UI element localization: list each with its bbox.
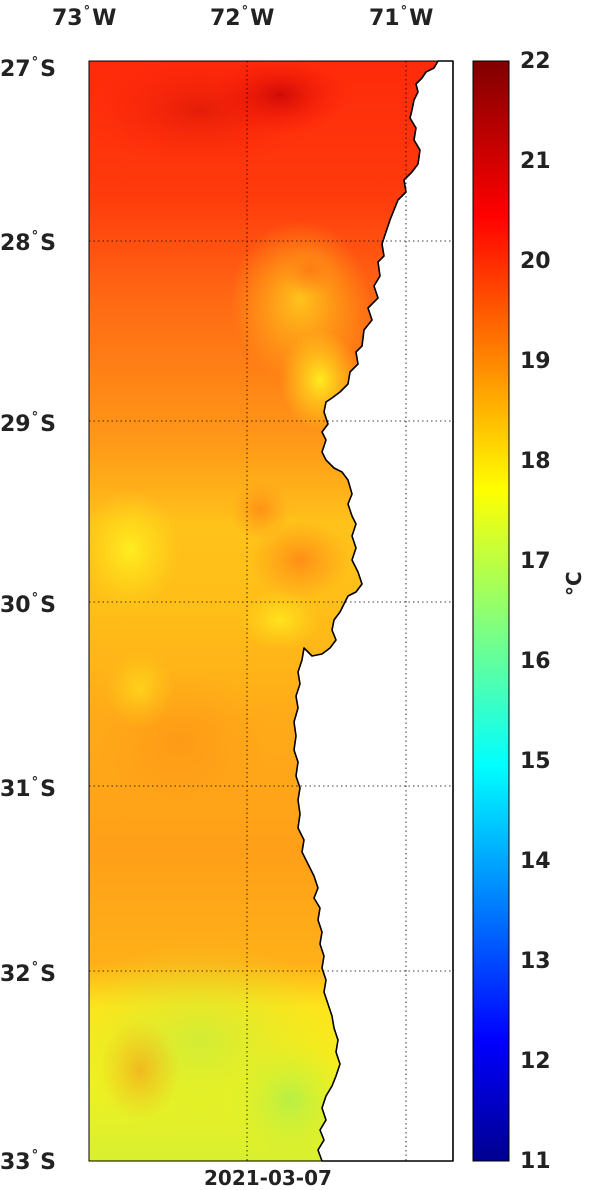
- degree-symbol: °: [31, 960, 39, 975]
- colorbar-tick-16: 16: [520, 649, 551, 674]
- lat-label-hemi: S: [40, 962, 56, 987]
- degree-symbol: °: [31, 775, 39, 790]
- degree-symbol: °: [83, 4, 91, 19]
- lat-label-hemi: S: [40, 231, 56, 256]
- degree-symbol: °: [31, 591, 39, 606]
- colorbar-tick-18: 18: [520, 449, 551, 474]
- lon-label-72w: 72°W: [210, 5, 275, 31]
- map-frame: [88, 60, 454, 1162]
- lat-label-hemi: S: [40, 593, 56, 618]
- degree-symbol: °: [31, 55, 39, 70]
- colorbar-tick-11: 11: [520, 1149, 551, 1174]
- colorbar: [472, 60, 510, 1162]
- lon-label-hemi: W: [250, 6, 275, 31]
- lat-label-deg: 29: [0, 412, 31, 437]
- lat-label-deg: 28: [0, 231, 31, 256]
- lon-label-hemi: W: [92, 6, 117, 31]
- lat-label-hemi: S: [40, 412, 56, 437]
- land-mask: [293, 60, 454, 1162]
- lon-label-deg: 71: [369, 6, 400, 31]
- lat-label-29s: 29°S: [0, 411, 56, 437]
- degree-symbol: °: [31, 229, 39, 244]
- colorbar-tick-22: 22: [520, 49, 551, 74]
- lat-label-28s: 28°S: [0, 230, 56, 256]
- degree-symbol: °: [241, 4, 249, 19]
- lat-label-31s: 31°S: [0, 776, 56, 802]
- colorbar-tick-12: 12: [520, 1049, 551, 1074]
- lat-label-27s: 27°S: [0, 56, 56, 82]
- lat-label-hemi: S: [40, 1150, 56, 1175]
- lat-label-hemi: S: [40, 57, 56, 82]
- lat-label-deg: 33: [0, 1150, 31, 1175]
- degree-symbol: °: [400, 4, 408, 19]
- lon-label-73w: 73°W: [52, 5, 117, 31]
- colorbar-tick-19: 19: [520, 349, 551, 374]
- degree-symbol: °: [31, 1148, 39, 1163]
- colorbar-tick-21: 21: [520, 149, 551, 174]
- lon-label-deg: 73: [52, 6, 83, 31]
- graticule: [89, 61, 453, 1161]
- colorbar-tick-17: 17: [520, 549, 551, 574]
- lat-label-33s: 33°S: [0, 1149, 56, 1175]
- lon-label-71w: 71°W: [369, 5, 434, 31]
- lat-label-30s: 30°S: [0, 592, 56, 618]
- colorbar-tick-15: 15: [520, 749, 551, 774]
- lat-label-32s: 32°S: [0, 961, 56, 987]
- lat-label-deg: 30: [0, 593, 31, 618]
- colorbar-tick-13: 13: [520, 949, 551, 974]
- lat-label-deg: 31: [0, 777, 31, 802]
- degree-symbol: °: [31, 410, 39, 425]
- colorbar-tick-14: 14: [520, 849, 551, 874]
- lat-label-deg: 32: [0, 962, 31, 987]
- colorbar-units-label: °C: [562, 571, 586, 596]
- lon-label-deg: 72: [210, 6, 241, 31]
- colorbar-tick-20: 20: [520, 249, 551, 274]
- lon-label-hemi: W: [409, 6, 434, 31]
- lat-label-deg: 27: [0, 57, 31, 82]
- lat-label-hemi: S: [40, 777, 56, 802]
- date-label: 2021-03-07: [204, 1166, 332, 1190]
